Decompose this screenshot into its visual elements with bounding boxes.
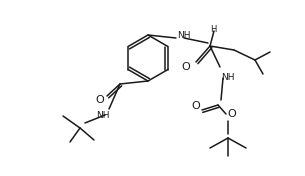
Text: O: O — [181, 62, 190, 72]
Text: NH: NH — [96, 112, 110, 121]
Text: O: O — [228, 109, 236, 119]
Text: NH: NH — [221, 74, 235, 83]
Text: NH: NH — [177, 32, 191, 40]
Text: H: H — [210, 26, 216, 34]
Text: O: O — [96, 95, 104, 105]
Text: O: O — [192, 101, 200, 111]
